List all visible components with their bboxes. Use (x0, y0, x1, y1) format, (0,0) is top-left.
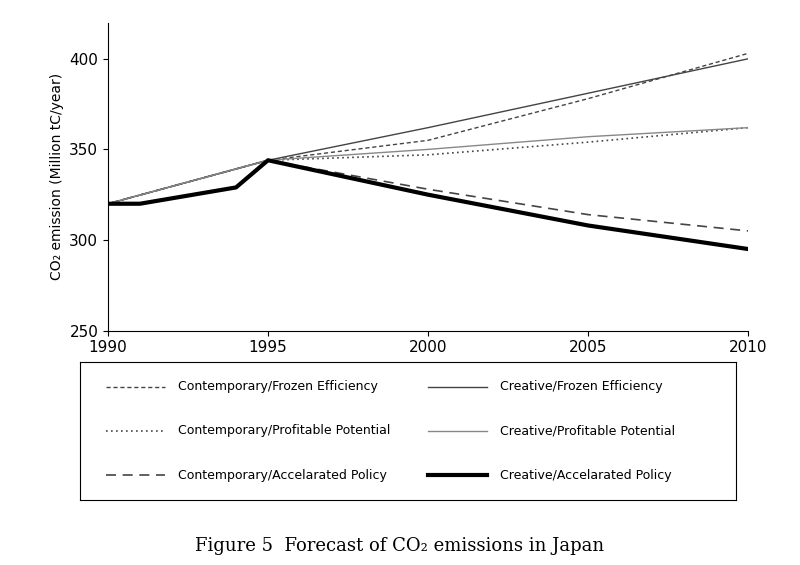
Y-axis label: CO₂ emission (Million tC/year): CO₂ emission (Million tC/year) (50, 73, 64, 280)
Text: Creative/Frozen Efficiency: Creative/Frozen Efficiency (500, 380, 662, 393)
Text: Figure 5  Forecast of CO₂ emissions in Japan: Figure 5 Forecast of CO₂ emissions in Ja… (195, 537, 605, 555)
Text: Creative/Profitable Potential: Creative/Profitable Potential (500, 424, 675, 437)
Text: Contemporary/Profitable Potential: Contemporary/Profitable Potential (178, 424, 390, 437)
Text: Contemporary/Frozen Efficiency: Contemporary/Frozen Efficiency (178, 380, 378, 393)
Text: Creative/Accelarated Policy: Creative/Accelarated Policy (500, 468, 671, 481)
Text: Contemporary/Accelarated Policy: Contemporary/Accelarated Policy (178, 468, 387, 481)
